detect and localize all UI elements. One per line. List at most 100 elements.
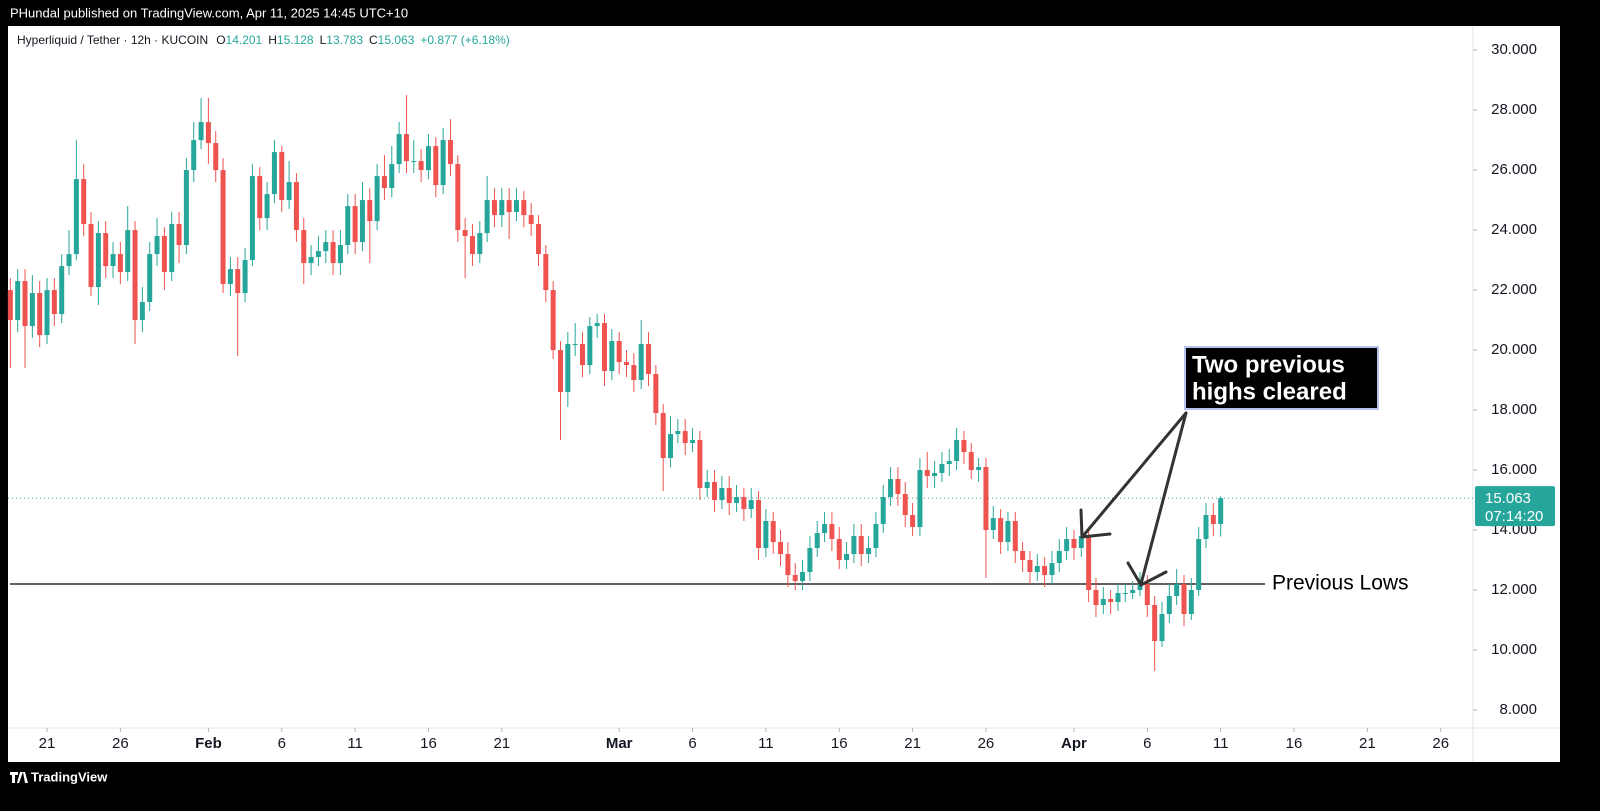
candle-body (51, 290, 57, 315)
brand: TradingView (31, 769, 108, 784)
candle-body (1020, 551, 1026, 561)
x-tick-label: 26 (978, 735, 995, 752)
candle-body (1122, 593, 1128, 595)
candle-body (139, 302, 145, 321)
candle-body (1056, 551, 1062, 564)
candle-body (1100, 599, 1106, 606)
candle-body (579, 344, 585, 366)
x-tick-label: 26 (1432, 735, 1449, 752)
candle-body (477, 233, 483, 255)
x-tick-label: 21 (1359, 735, 1376, 752)
x-tick-label: 6 (278, 735, 286, 752)
legend-close: 15.063 (378, 33, 415, 47)
candle-body (697, 440, 703, 489)
candle-body (946, 461, 952, 465)
candle-body (704, 482, 710, 489)
y-tick-label: 16.000 (1491, 461, 1537, 478)
candle-body (990, 518, 996, 531)
candle-body (95, 233, 101, 288)
candle-body (917, 470, 923, 528)
candle-body (110, 254, 116, 267)
candle-body (235, 269, 241, 294)
candle-body (433, 146, 439, 186)
candle-body (1166, 596, 1172, 615)
candle-body (169, 224, 175, 273)
candle-body (638, 344, 644, 381)
candle-body (220, 170, 226, 285)
candle-body (646, 344, 652, 375)
candle-body (66, 254, 72, 267)
legend-o: O (216, 33, 225, 47)
x-tick-label: 16 (831, 735, 848, 752)
candle-body (257, 176, 263, 219)
candle-body (1012, 521, 1018, 552)
y-tick-label: 22.000 (1491, 281, 1537, 298)
candle-body (447, 140, 453, 165)
candle-body (800, 572, 806, 582)
x-tick-label: 26 (112, 735, 129, 752)
candle-body (888, 479, 894, 498)
candle-body (961, 440, 967, 453)
candle-body (1218, 498, 1224, 524)
candle-body (44, 290, 50, 336)
candle-body (132, 230, 138, 321)
candle-body (836, 539, 842, 561)
candle-body (337, 245, 343, 264)
candle-body (594, 323, 600, 327)
candle-body (1042, 566, 1048, 576)
arrowhead (1079, 508, 1112, 539)
y-tick-label: 20.000 (1491, 341, 1537, 358)
candle-body (822, 524, 828, 534)
candle-body (1027, 560, 1033, 573)
candle-body (499, 200, 505, 216)
y-tick-label: 8.000 (1499, 701, 1537, 718)
candle-body (125, 230, 131, 273)
logo-icon (10, 772, 28, 783)
candle-body (851, 536, 857, 555)
annotation-arrows (1079, 411, 1188, 587)
candle-body (176, 224, 182, 246)
x-tick-label: 16 (1286, 735, 1303, 752)
arrowhead (1126, 561, 1168, 587)
candle-body (359, 200, 365, 243)
x-tick-label: Apr (1061, 735, 1087, 752)
candle-body (403, 134, 409, 162)
arrow (1081, 411, 1188, 538)
candle-body (1159, 614, 1165, 642)
candle-body (455, 164, 461, 231)
candle-body (829, 524, 835, 540)
candle-body (293, 182, 299, 231)
symbol: Hyperliquid / Tether · 12h · KUCOIN (17, 33, 208, 47)
candle-body (440, 140, 446, 186)
candle-body (924, 470, 930, 477)
x-tick-label: 21 (39, 735, 56, 752)
x-tick-label: 6 (1143, 735, 1151, 752)
candle-body (557, 350, 563, 393)
candle-body (462, 230, 468, 237)
candle-body (807, 548, 813, 573)
x-tick-label: 16 (420, 735, 437, 752)
candle-body (198, 122, 204, 141)
candle-body (330, 242, 336, 264)
candle-body (719, 488, 725, 501)
candle-body (15, 281, 21, 321)
candle-body (1181, 584, 1187, 615)
y-tick-label: 30.000 (1491, 41, 1537, 58)
candle-body (396, 134, 402, 165)
candle-body (242, 260, 248, 294)
candle-body (161, 236, 167, 273)
candle-body (668, 434, 674, 459)
candle-body (690, 440, 696, 444)
candle-body (543, 254, 549, 291)
candle-body (227, 269, 233, 285)
candle-body (748, 500, 754, 510)
candle-body (88, 224, 94, 288)
candle-body (1203, 515, 1209, 540)
candle-body (998, 518, 1004, 543)
candle-body (726, 488, 732, 504)
candle-body (1144, 584, 1150, 606)
candle-body (279, 152, 285, 201)
candle-body (1093, 590, 1099, 606)
candle-body (411, 161, 417, 163)
